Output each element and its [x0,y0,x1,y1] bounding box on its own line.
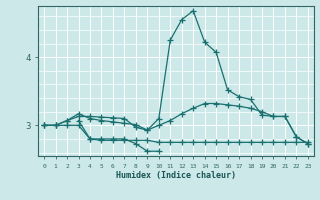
X-axis label: Humidex (Indice chaleur): Humidex (Indice chaleur) [116,171,236,180]
